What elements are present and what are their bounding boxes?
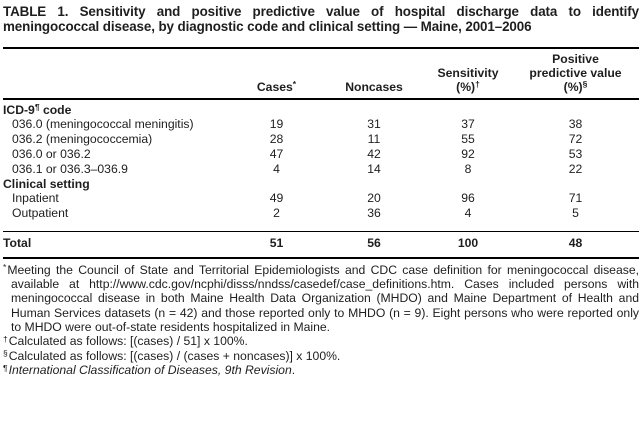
table-row-036-0-meningococcal-meningitis: 036.0 (meningococcal meningitis) 19 31 37 38 xyxy=(3,117,639,132)
document-page: TABLE 1. Sensitivity and positive predic… xyxy=(3,4,639,378)
footnote-marker: * xyxy=(3,262,7,273)
cell-sensitivity: 100 xyxy=(424,230,512,258)
cell-ppv xyxy=(512,99,639,118)
footnote: §Calculated as follows: [(cases) / (case… xyxy=(3,348,341,363)
cell-cases: 4 xyxy=(273,161,280,176)
table-row-036-2-meningococcemia: 036.2 (meningococcemia) 28 11 55 72 xyxy=(3,132,639,147)
cell-cases xyxy=(229,99,324,118)
column-header-line: predictive value xyxy=(529,65,622,80)
column-header-noncases: Noncases xyxy=(324,48,424,100)
table-body: ICD-9¶ code 036.0 (meningococcal meningit… xyxy=(3,99,639,258)
table-row-036-1-or-036-3-036-9: 036.1 or 036.3–036.9 4 14 8 22 xyxy=(3,162,639,177)
table-row-inpatient: Inpatient 49 20 96 71 xyxy=(3,191,639,206)
column-header-line: Noncases xyxy=(345,79,403,94)
cell-cases: 49 xyxy=(269,191,284,206)
table-row-clinical-setting: Clinical setting xyxy=(3,177,639,192)
column-header-line: Cases* xyxy=(256,79,297,94)
cell-ppv: 38 xyxy=(568,117,583,132)
footnote-reference: § xyxy=(582,79,588,90)
row-label: ICD-9¶ code xyxy=(3,102,72,117)
cell-cases: 51 xyxy=(229,230,324,258)
table-row-036-0-or-036-2: 036.0 or 036.2 47 42 92 53 xyxy=(3,147,639,162)
table-row-total: Total 51 56 100 48 xyxy=(3,230,639,258)
cell-noncases: 20 xyxy=(367,191,381,206)
footnote-reference: ¶ xyxy=(34,102,40,113)
footnote-marker: † xyxy=(3,333,8,344)
row-label: 036.2 (meningococcemia) xyxy=(12,132,153,147)
footnote-marker: § xyxy=(3,348,8,359)
cell-noncases: 42 xyxy=(367,146,381,161)
footnote-marker: ¶ xyxy=(3,362,8,373)
column-header-line: Sensitivity xyxy=(437,65,499,80)
cell-cases: 28 xyxy=(269,132,284,147)
cell-noncases xyxy=(324,177,424,192)
cell-sensitivity: 37 xyxy=(461,117,475,132)
row-label: 036.1 or 036.3–036.9 xyxy=(12,161,128,176)
column-header-sensitivity: Sensitivity (%)† xyxy=(424,48,512,100)
header-spacer xyxy=(3,48,229,100)
cell-noncases xyxy=(324,99,424,118)
cell-cases xyxy=(229,177,324,192)
table-row-icd-9: ICD-9¶ code xyxy=(3,99,639,118)
data-table: Cases* Noncases Sensitivity (%)† Positive pre… xyxy=(3,47,639,259)
cell-cases: 19 xyxy=(269,117,284,132)
cell-ppv xyxy=(512,177,639,192)
row-label: 036.0 (meningococcal meningitis) xyxy=(12,117,194,132)
cell-ppv: 48 xyxy=(512,230,639,258)
cell-noncases: 36 xyxy=(367,206,381,221)
row-label: Outpatient xyxy=(12,206,69,221)
cell-sensitivity: 92 xyxy=(461,146,475,161)
footnotes: *Meeting the Council of State and Territ… xyxy=(3,263,639,378)
cell-cases: 2 xyxy=(273,206,280,221)
column-header-line: (%)§ xyxy=(563,79,588,94)
cell-sensitivity xyxy=(424,99,512,118)
column-header-line: Positive xyxy=(552,52,599,67)
footnote: †Calculated as follows: [(cases) / 51] x… xyxy=(3,333,248,349)
header-row: Cases* Noncases Sensitivity (%)† Positive pre… xyxy=(3,48,639,100)
footnote: ¶International Classification of Disease… xyxy=(3,362,296,378)
cell-sensitivity: 96 xyxy=(461,191,475,206)
cell-noncases: 31 xyxy=(367,117,381,132)
cell-sensitivity: 4 xyxy=(464,206,472,221)
cell-noncases: 56 xyxy=(324,230,424,258)
row-label: Inpatient xyxy=(12,191,59,206)
row-label: Clinical setting xyxy=(3,176,90,191)
footnote-reference: † xyxy=(475,79,480,90)
cell-noncases: 14 xyxy=(367,161,381,176)
column-header-line: (%)† xyxy=(456,79,480,94)
footnote-italic-text: International Classification of Diseases… xyxy=(8,363,292,378)
column-header-cases: Cases* xyxy=(229,48,324,100)
footnote-reference: * xyxy=(292,79,297,90)
table-title: TABLE 1. Sensitivity and positive predic… xyxy=(3,4,639,34)
footnote: *Meeting the Council of State and Territ… xyxy=(3,262,639,335)
cell-ppv: 22 xyxy=(568,161,583,176)
cell-sensitivity xyxy=(424,177,512,192)
cell-cases: 47 xyxy=(269,146,284,161)
cell-sensitivity: 8 xyxy=(464,161,472,176)
table-header: Cases* Noncases Sensitivity (%)† Positive pre… xyxy=(3,48,639,100)
cell-sensitivity: 55 xyxy=(461,132,475,147)
cell-ppv: 71 xyxy=(568,191,583,206)
cell-noncases: 11 xyxy=(367,132,381,147)
cell-ppv: 72 xyxy=(568,132,583,147)
table-row-outpatient: Outpatient 2 36 4 5 xyxy=(3,206,639,231)
cell-ppv: 53 xyxy=(568,146,583,161)
column-header-ppv: Positive predictive value (%)§ xyxy=(512,48,639,100)
cell-ppv: 5 xyxy=(572,206,579,221)
row-label: 036.0 or 036.2 xyxy=(12,146,91,161)
row-label: Total xyxy=(3,230,229,258)
